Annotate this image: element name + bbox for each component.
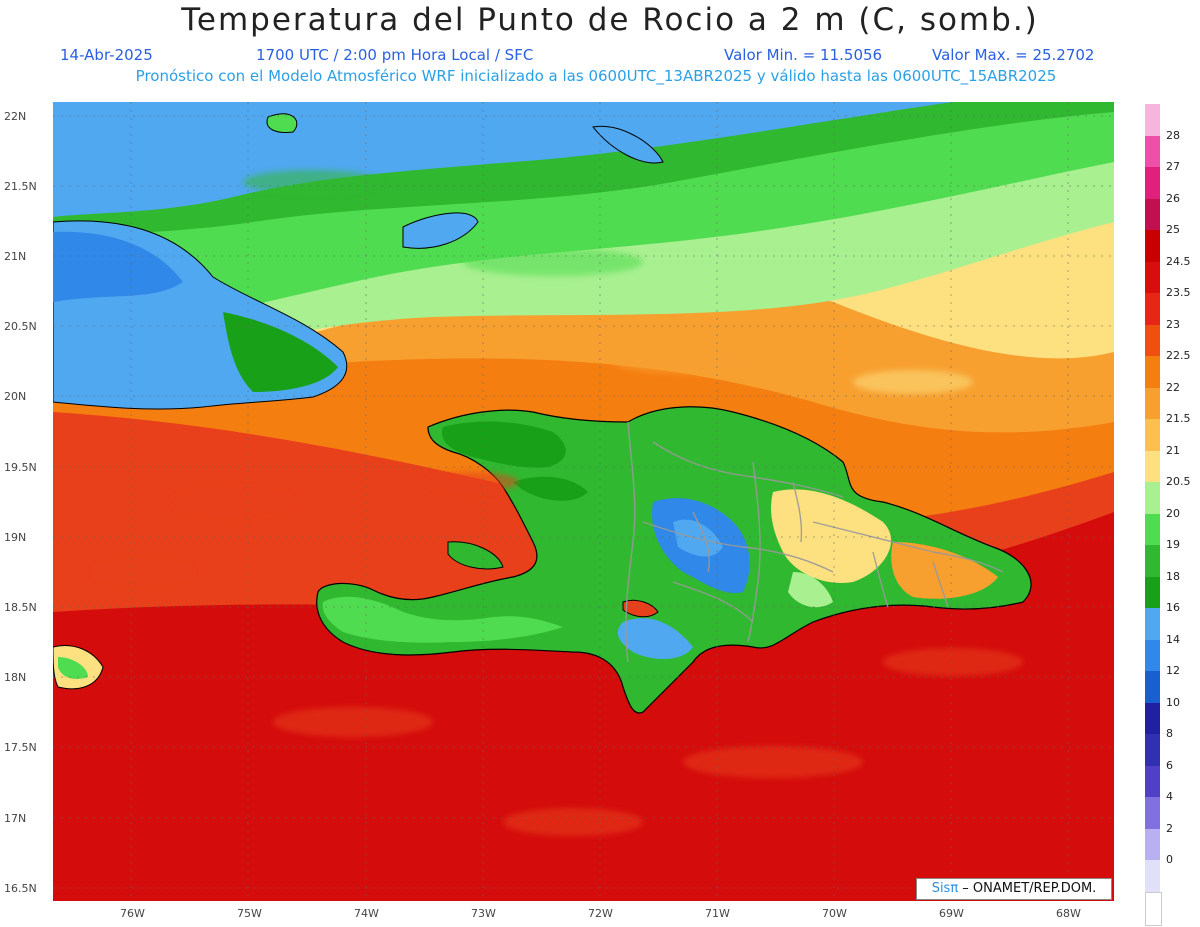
colorbar-label: 2 <box>1166 821 1173 835</box>
lon-label: 68W <box>1056 907 1081 920</box>
colorbar-swatch <box>1145 324 1160 357</box>
colorbar-swatch <box>1145 261 1160 294</box>
colorbar-label: 8 <box>1166 727 1173 740</box>
credit-org: – ONAMET/REP.DOM. <box>958 881 1097 896</box>
lat-label: 21N <box>4 250 27 263</box>
model-info: Pronóstico con el Modelo Atmosférico WRF… <box>135 67 1057 85</box>
map-canvas <box>53 102 1114 901</box>
colorbar-label: 28 <box>1166 128 1180 142</box>
colorbar-swatch <box>1145 450 1160 483</box>
colorbar-label: 20 <box>1166 506 1180 520</box>
forecast-time: 1700 UTC / 2:00 pm Hora Local / SFC <box>256 46 534 64</box>
lon-label: 73W <box>471 907 496 920</box>
colorbar-swatch <box>1145 828 1160 861</box>
lon-label: 70W <box>822 907 847 920</box>
colorbar-label: 22.5 <box>1166 349 1191 362</box>
colorbar-label: 14 <box>1166 632 1180 646</box>
colorbar-label: 21 <box>1166 443 1180 457</box>
colorbar-label: 12 <box>1166 664 1180 677</box>
colorbar-label: 24.5 <box>1166 254 1191 268</box>
colorbar-label: 23 <box>1166 317 1180 331</box>
max-value: Valor Max. = 25.2702 <box>932 46 1095 64</box>
lat-label: 20.5N <box>4 320 37 333</box>
colorbar-swatch <box>1145 765 1160 798</box>
colorbar-label: 18 <box>1166 569 1180 583</box>
lon-label: 75W <box>237 907 262 920</box>
colorbar-swatch <box>1145 482 1160 514</box>
dewpoint-map <box>53 102 1114 901</box>
credit-brand: Sisπ <box>931 881 959 896</box>
colorbar-label: 10 <box>1166 695 1180 709</box>
colorbar-label: 19 <box>1166 538 1180 551</box>
colorbar-label: 20.5 <box>1166 475 1191 488</box>
colorbar-swatch <box>1145 104 1160 136</box>
min-value: Valor Min. = 11.5056 <box>724 46 883 64</box>
lon-label: 74W <box>354 907 379 920</box>
colorbar-swatch <box>1145 797 1160 829</box>
lat-label: 16.5N <box>4 882 37 895</box>
colorbar-swatch <box>1145 167 1160 199</box>
colorbar-swatch <box>1145 135 1160 168</box>
colorbar-swatch <box>1145 356 1160 388</box>
forecast-date: 14-Abr-2025 <box>60 46 153 64</box>
colorbar-swatch <box>1145 860 1160 892</box>
lat-label: 17N <box>4 812 27 825</box>
colorbar-swatch <box>1145 513 1160 546</box>
colorbar-label: 6 <box>1166 758 1173 772</box>
lat-label: 17.5N <box>4 741 37 754</box>
colorbar-label: 16 <box>1166 601 1180 614</box>
lon-label: 69W <box>939 907 964 920</box>
lat-label: 22N <box>4 110 27 123</box>
lat-label: 21.5N <box>4 180 37 193</box>
colorbar-swatch <box>1145 671 1160 703</box>
colorbar-label: 23.5 <box>1166 286 1191 299</box>
colorbar-label: 27 <box>1166 160 1180 173</box>
colorbar-swatch <box>1145 230 1160 262</box>
map-title: Temperatura del Punto de Rocio a 2 m (C,… <box>181 2 1039 38</box>
colorbar-swatch <box>1145 576 1160 609</box>
lat-label: 19N <box>4 531 27 544</box>
colorbar-label: 26 <box>1166 191 1180 205</box>
colorbar-swatch <box>1145 702 1160 735</box>
colorbar-swatch <box>1145 419 1160 451</box>
colorbar-swatch <box>1145 387 1160 420</box>
colorbar-swatch <box>1145 545 1160 577</box>
credit-box: Sisπ – ONAMET/REP.DOM. <box>916 878 1112 900</box>
lat-label: 20N <box>4 390 27 403</box>
colorbar-swatch <box>1145 734 1160 766</box>
colorbar-swatch <box>1145 198 1160 231</box>
colorbar-label: 25 <box>1166 223 1180 236</box>
lat-label: 18N <box>4 671 27 684</box>
lat-label: 18.5N <box>4 601 37 614</box>
lon-label: 76W <box>120 907 145 920</box>
lon-label: 72W <box>588 907 613 920</box>
colorbar-label: 21.5 <box>1166 412 1191 425</box>
colorbar-label: 0 <box>1166 853 1173 866</box>
lon-label: 71W <box>705 907 730 920</box>
lat-label: 19.5N <box>4 461 37 474</box>
colorbar-swatch <box>1145 608 1160 640</box>
colorbar-label: 4 <box>1166 790 1173 803</box>
colorbar-swatch <box>1145 639 1160 672</box>
colorbar-label: 22 <box>1166 380 1180 394</box>
colorbar-swatch <box>1145 891 1162 926</box>
colorbar-swatch <box>1145 293 1160 325</box>
